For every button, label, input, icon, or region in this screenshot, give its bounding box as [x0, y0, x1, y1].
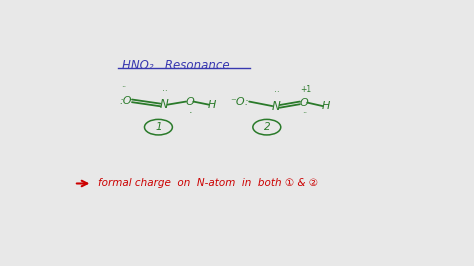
Text: ··: ··	[274, 88, 280, 97]
Text: ·: ·	[189, 108, 192, 118]
Text: ··: ··	[301, 109, 307, 118]
Text: H: H	[321, 101, 330, 111]
Text: 1: 1	[155, 122, 162, 132]
Text: +1: +1	[300, 85, 311, 94]
Text: H: H	[208, 100, 216, 110]
Text: formal charge  on  N-atom  in  both ① & ②: formal charge on N-atom in both ① & ②	[98, 178, 318, 189]
Text: :O: :O	[119, 95, 132, 106]
Text: ⁻O:: ⁻O:	[230, 97, 248, 107]
Text: N: N	[272, 99, 280, 113]
Text: ··: ··	[162, 87, 167, 96]
Text: O: O	[185, 97, 194, 107]
Text: HNO₂   Resonance: HNO₂ Resonance	[122, 59, 229, 72]
Text: 2: 2	[264, 122, 270, 132]
Text: ··: ··	[121, 83, 126, 92]
Text: N: N	[160, 98, 168, 111]
Text: O: O	[299, 98, 308, 107]
